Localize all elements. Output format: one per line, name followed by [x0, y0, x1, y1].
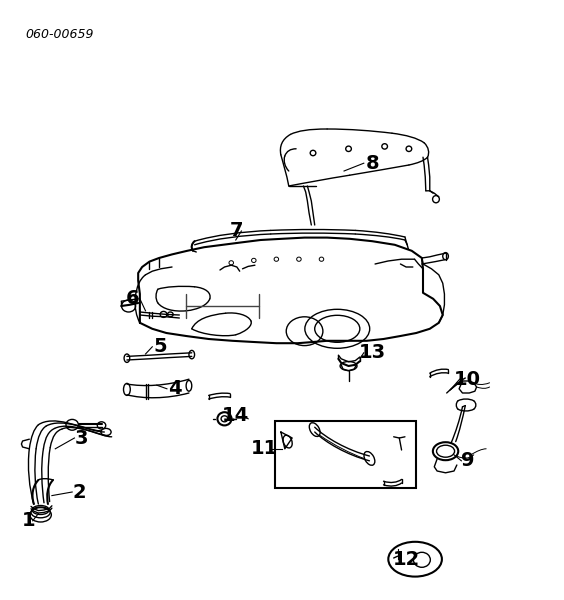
Text: 1: 1: [21, 511, 35, 530]
Text: 12: 12: [393, 550, 420, 569]
Text: 6: 6: [126, 289, 139, 308]
Text: 10: 10: [453, 370, 481, 389]
Text: 4: 4: [168, 379, 182, 398]
Bar: [275, 421, 416, 488]
Text: 5: 5: [154, 337, 168, 356]
Text: 2: 2: [72, 482, 86, 502]
Text: 7: 7: [230, 221, 244, 241]
Text: 3: 3: [75, 428, 89, 448]
Text: 14: 14: [222, 406, 249, 425]
Text: 8: 8: [365, 154, 379, 173]
Text: 060-00659: 060-00659: [25, 28, 94, 41]
Text: 13: 13: [359, 343, 386, 362]
Text: 9: 9: [461, 451, 475, 470]
Text: 11: 11: [250, 439, 277, 458]
